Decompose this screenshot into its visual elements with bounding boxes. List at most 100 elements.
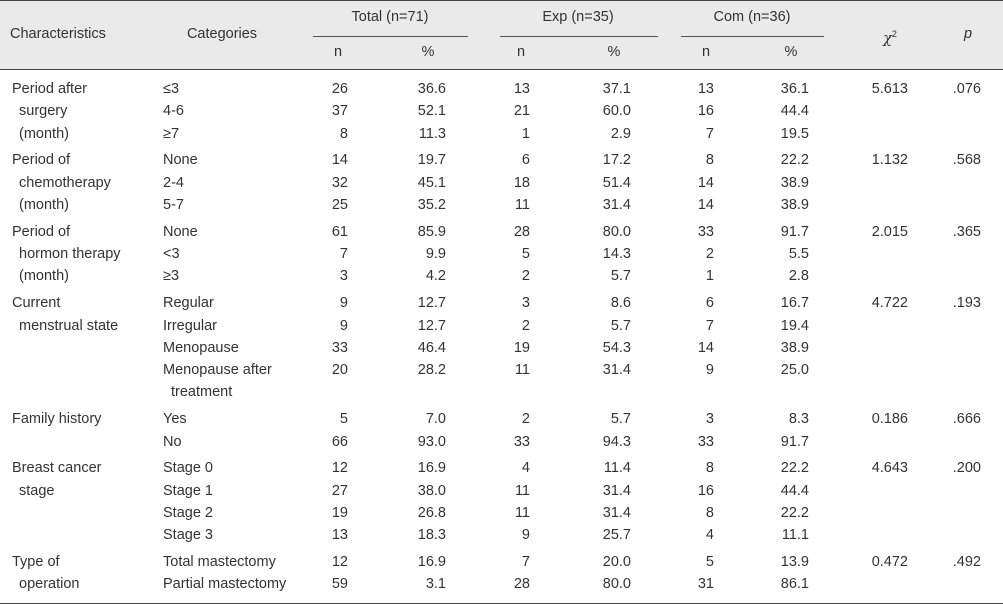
category-label: Irregular — [163, 317, 217, 334]
cell-tp: 85.9 — [417, 223, 446, 240]
cell-en: 28 — [513, 223, 530, 240]
category-label: 4-6 — [163, 103, 184, 120]
cell-cn: 16 — [697, 482, 714, 499]
category-label: Menopause — [163, 339, 239, 356]
cell-cn: 14 — [697, 174, 714, 191]
cell-tn: 59 — [331, 576, 348, 593]
cell-tp: 9.9 — [425, 246, 446, 263]
cell-ep: 54.3 — [602, 339, 631, 356]
cell-tp: 52.1 — [417, 103, 446, 120]
cell-ep: 37.1 — [602, 81, 631, 97]
cell-cn: 33 — [697, 433, 714, 450]
cell-ep: 51.4 — [602, 174, 631, 191]
chi-square-value: 5.613 — [871, 81, 908, 97]
category-label: Stage 3 — [163, 527, 213, 544]
cell-tn: 9 — [339, 295, 348, 312]
group-label-line: hormon therapy — [19, 246, 121, 263]
cell-en: 2 — [521, 268, 530, 285]
p-value: .076 — [952, 81, 981, 97]
cell-ep: 5.7 — [610, 268, 631, 285]
cell-cn: 9 — [705, 362, 714, 379]
cell-cn: 3 — [705, 411, 714, 428]
cell-tp: 36.6 — [417, 81, 446, 97]
cell-cn: 1 — [705, 268, 714, 285]
cell-tp: 45.1 — [417, 174, 446, 191]
cell-tn: 14 — [331, 152, 348, 169]
cell-ep: 31.4 — [602, 504, 631, 521]
cell-tn: 9 — [339, 317, 348, 334]
cell-cp: 22.2 — [780, 460, 809, 477]
category-label: ≥7 — [163, 125, 180, 142]
cell-tp: 12.7 — [417, 317, 446, 334]
cell-en: 9 — [521, 527, 530, 544]
cell-en: 19 — [513, 339, 530, 356]
cell-tp: 12.7 — [417, 295, 446, 312]
group-label-line: (month) — [19, 268, 69, 285]
group-label-line: (month) — [19, 125, 69, 142]
cell-en: 11 — [514, 362, 530, 379]
group-label-line: operation — [19, 576, 80, 593]
cell-cn: 7 — [705, 317, 714, 334]
cell-tn: 37 — [331, 103, 348, 120]
cell-ep: 80.0 — [602, 576, 631, 593]
cell-ep: 20.0 — [602, 554, 631, 570]
category-label: 2-4 — [163, 174, 184, 191]
category-label: treatment — [171, 384, 233, 401]
cell-en: 5 — [521, 246, 530, 263]
cell-ep: 11.4 — [603, 460, 631, 477]
cell-cn: 8 — [705, 460, 714, 477]
cell-cp: 38.9 — [780, 339, 809, 356]
cell-tp: 28.2 — [417, 362, 446, 379]
cell-en: 11 — [514, 197, 530, 213]
cell-cn: 8 — [705, 152, 714, 169]
cell-tn: 12 — [331, 554, 348, 570]
cell-ep: 8.6 — [610, 295, 631, 312]
group-label-line: (month) — [19, 197, 69, 213]
group-label-line: Current — [12, 295, 61, 312]
cell-ep: 2.9 — [610, 125, 631, 142]
group-label-line: surgery — [19, 103, 68, 120]
chi-superscript: 2 — [891, 29, 897, 39]
group-label-line: stage — [19, 482, 55, 499]
p-value: .666 — [952, 411, 981, 428]
cell-cp: 13.9 — [780, 554, 809, 570]
cell-ep: 25.7 — [602, 527, 631, 544]
header-characteristics: Characteristics — [10, 26, 106, 42]
category-label: Yes — [163, 411, 187, 428]
category-label: Regular — [163, 295, 214, 312]
cell-tp: 46.4 — [417, 339, 446, 356]
cell-en: 3 — [521, 295, 530, 312]
cell-ep: 80.0 — [602, 223, 631, 240]
cell-cn: 16 — [697, 103, 714, 120]
category-label: ≤3 — [163, 81, 180, 97]
header-total-n: n — [333, 44, 343, 60]
cell-ep: 31.4 — [602, 362, 631, 379]
cell-tn: 26 — [331, 81, 348, 97]
chi-square-value: 0.472 — [871, 554, 908, 570]
total-group-rule — [313, 36, 468, 37]
group-label-line: Breast cancer — [12, 460, 102, 477]
cell-cn: 6 — [705, 295, 714, 312]
cell-cp: 38.9 — [780, 197, 809, 213]
cell-ep: 31.4 — [602, 197, 631, 213]
header-total: Total (n=71) — [351, 9, 429, 25]
cell-cp: 25.0 — [780, 362, 809, 379]
cell-cn: 14 — [697, 197, 714, 213]
cell-cn: 8 — [705, 504, 714, 521]
group-label-line: Type of — [12, 554, 60, 570]
cell-ep: 5.7 — [610, 317, 631, 334]
header-com-n: n — [701, 44, 711, 60]
cell-cn: 33 — [697, 223, 714, 240]
cell-tp: 4.2 — [425, 268, 446, 285]
p-value: .200 — [952, 460, 981, 477]
cell-ep: 60.0 — [602, 103, 631, 120]
cell-en: 18 — [513, 174, 530, 191]
category-label: No — [163, 433, 182, 450]
p-value: .568 — [952, 152, 981, 169]
cell-cp: 2.8 — [788, 268, 809, 285]
header-chi-square: χ2 — [883, 25, 897, 48]
cell-cp: 38.9 — [780, 174, 809, 191]
cell-cp: 16.7 — [780, 295, 809, 312]
chi-square-value: 2.015 — [871, 223, 908, 240]
cell-tn: 20 — [331, 362, 348, 379]
